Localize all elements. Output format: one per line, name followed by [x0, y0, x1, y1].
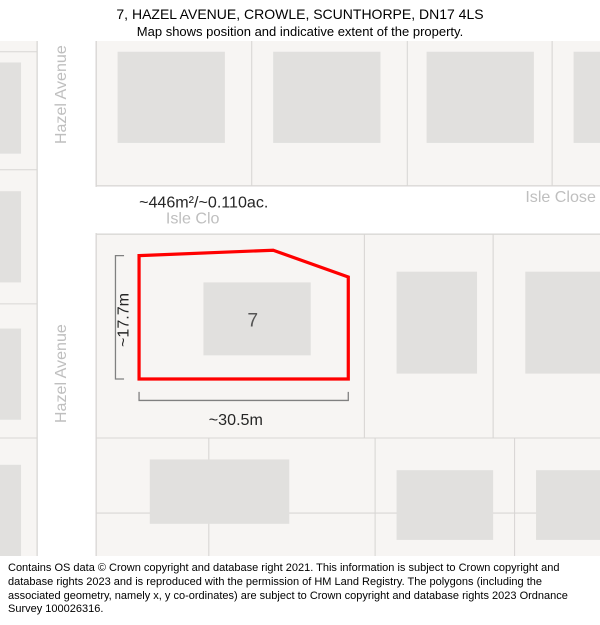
building [397, 272, 477, 374]
house-number: 7 [247, 310, 258, 331]
building [536, 470, 600, 540]
copyright-footer: Contains OS data © Crown copyright and d… [0, 556, 600, 625]
street-label-hazel-avenue-2: Hazel Avenue [52, 324, 70, 423]
map-svg: 7 Hazel Avenue Hazel Avenue Isle Close Isle … [0, 41, 600, 556]
building [0, 329, 21, 420]
building [150, 459, 289, 523]
area-label: ~446m²/~0.110ac. [139, 193, 268, 211]
building [525, 272, 600, 374]
building [0, 465, 21, 556]
building [0, 191, 21, 282]
building [273, 52, 380, 143]
building [118, 52, 225, 143]
map-container: 7 Hazel Avenue Hazel Avenue Isle Close Isle … [0, 41, 600, 556]
page-subtitle: Map shows position and indicative extent… [10, 24, 590, 39]
height-label: ~17.7m [114, 293, 132, 347]
width-label: ~30.5m [209, 411, 263, 429]
street-label-isle-close: Isle Close [525, 188, 596, 206]
building [397, 470, 494, 540]
street-label-isle-close-2: Isle Clo [166, 209, 220, 227]
building [574, 52, 600, 143]
building [427, 52, 534, 143]
street-label-hazel-avenue: Hazel Avenue [52, 45, 70, 144]
road-junction-patch [94, 187, 98, 233]
header: 7, HAZEL AVENUE, CROWLE, SCUNTHORPE, DN1… [0, 0, 600, 41]
page-title: 7, HAZEL AVENUE, CROWLE, SCUNTHORPE, DN1… [10, 6, 590, 22]
building [0, 62, 21, 153]
